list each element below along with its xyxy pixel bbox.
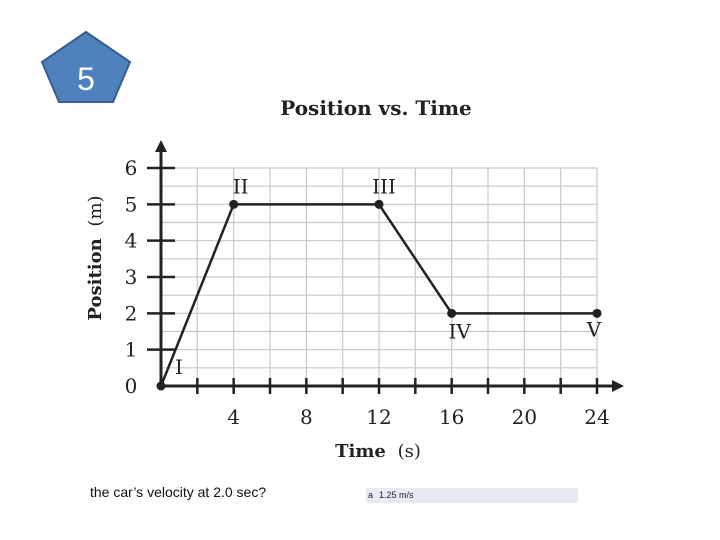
point-label-v: V [586, 317, 602, 341]
y-tick-label: 0 [125, 374, 138, 398]
data-point-ii [229, 199, 239, 209]
data-points [156, 199, 602, 391]
y-tick-label: 3 [125, 265, 138, 289]
y-axis-label: Position (m) [85, 195, 106, 320]
x-tick-label: 12 [366, 405, 391, 429]
point-label-ii: II [233, 174, 249, 198]
x-tick-label: 16 [439, 405, 464, 429]
grid [161, 167, 598, 386]
point-label-iv: IV [448, 319, 471, 343]
answer-text: 1.25 m/s [379, 490, 414, 500]
y-tick-label: 2 [125, 301, 138, 325]
y-tick-label: 6 [125, 156, 138, 180]
x-tick-labels: 4 8 12 16 20 24 [227, 405, 609, 429]
x-axis-label: Time (s) [335, 441, 421, 462]
data-point-iv [447, 308, 457, 318]
y-tick-label: 1 [125, 338, 138, 362]
y-axis-label-unit: (m) [85, 195, 106, 226]
answer-option[interactable]: a 1.25 m/s [366, 488, 578, 503]
y-axis-label-name: Position [85, 238, 106, 320]
tick-marks [147, 166, 599, 394]
slide-number: 5 [77, 61, 95, 97]
question-text: the car’s velocity at 2.0 sec? [90, 484, 267, 500]
slide-number-badge: 5 [40, 30, 132, 103]
axes [155, 140, 624, 392]
y-axis-arrow-icon [155, 140, 167, 152]
pentagon-shape [40, 30, 132, 103]
chart-title: Position vs. Time [280, 96, 472, 120]
x-axis-arrow-icon [612, 380, 624, 392]
x-tick-label: 20 [512, 405, 537, 429]
answer-letter: a [368, 490, 374, 500]
data-point-i [156, 381, 166, 391]
x-tick-label: 4 [227, 405, 240, 429]
data-point-v [592, 308, 602, 318]
y-tick-label: 4 [125, 229, 138, 253]
x-axis-label-name: Time [335, 441, 386, 462]
x-axis-label-unit: (s) [398, 441, 421, 462]
point-label-iii: III [372, 174, 396, 198]
data-point-iii [374, 199, 384, 209]
x-tick-label: 24 [584, 405, 609, 429]
y-tick-label: 5 [125, 192, 138, 216]
x-tick-label: 8 [300, 405, 313, 429]
y-tick-labels: 0 1 2 3 4 5 6 [125, 156, 138, 398]
point-label-i: I [175, 355, 183, 379]
